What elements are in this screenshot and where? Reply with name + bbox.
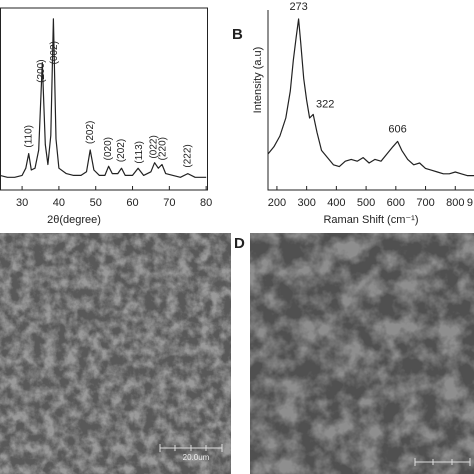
x-tick-label: 200 xyxy=(268,197,286,209)
peak-annotation: (200) xyxy=(36,59,47,82)
sem-image-d xyxy=(250,233,474,474)
peak-annotation: (220) xyxy=(157,137,168,160)
peak-annotation: (110) xyxy=(23,125,34,148)
scale-bar-label: 20.0um xyxy=(183,453,210,462)
x-tick-label: 300 xyxy=(297,197,315,209)
spectrum-line xyxy=(267,18,474,177)
panel-label: B xyxy=(232,26,243,43)
x-tick-label: 40 xyxy=(53,197,65,209)
x-tick-label: 30 xyxy=(16,197,28,209)
x-axis-label: 2θ(degree) xyxy=(47,214,101,226)
x-tick-label: 80 xyxy=(200,197,212,209)
peak-annotation: (222) xyxy=(182,144,193,167)
peak-label: 322 xyxy=(316,98,334,110)
panel-label: D xyxy=(234,235,245,252)
x-tick-label: 800 xyxy=(446,197,464,209)
x-tick-label: 600 xyxy=(387,197,405,209)
x-tick-label: 70 xyxy=(163,197,175,209)
x-tick-label: 700 xyxy=(416,197,434,209)
peak-label: 273 xyxy=(289,1,307,13)
x-tick-label: 400 xyxy=(327,197,345,209)
plot-frame xyxy=(0,7,208,191)
x-tick-label: 500 xyxy=(357,197,375,209)
peak-annotation: (202) xyxy=(85,121,96,144)
sem-image-c: 20.0um xyxy=(0,233,231,474)
peak-annotation: (020) xyxy=(103,137,114,160)
peak-annotation: (113) xyxy=(134,141,145,164)
x-tick-label: 60 xyxy=(126,197,138,209)
x-tick-label: 50 xyxy=(90,197,102,209)
x-axis-label: Raman Shift (cm⁻¹) xyxy=(323,214,418,226)
axis-line xyxy=(267,10,474,191)
spectrum-line xyxy=(0,18,207,178)
y-axis-label: Intensity (a.u) xyxy=(252,47,264,114)
peak-annotation: (202) xyxy=(116,139,127,162)
peak-annotation: (022) xyxy=(149,135,160,158)
peak-annotation: (002) xyxy=(49,41,60,64)
peak-label: 606 xyxy=(388,123,406,135)
x-tick-label: 9 xyxy=(467,197,473,209)
